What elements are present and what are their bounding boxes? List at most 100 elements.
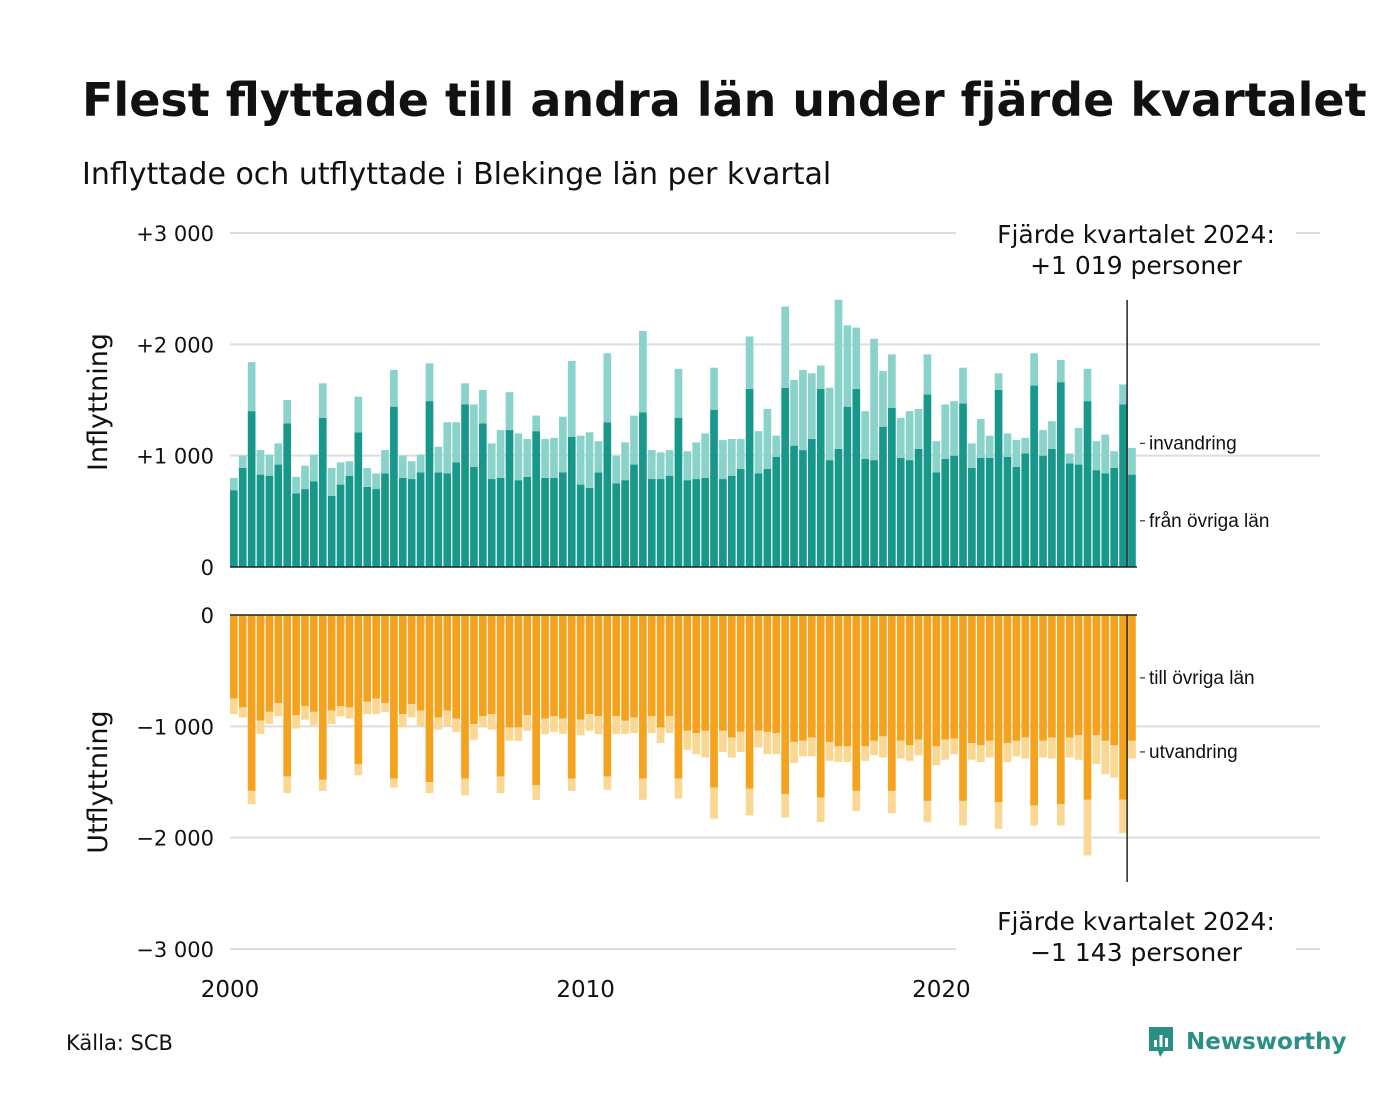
bar-to-other-counties xyxy=(754,615,763,731)
bar-to-other-counties xyxy=(496,615,505,777)
bar-emigration xyxy=(719,730,727,752)
bar-immigration xyxy=(434,446,443,473)
bar-to-other-counties xyxy=(345,615,354,708)
bar-emigration xyxy=(888,790,896,814)
bar-to-other-counties xyxy=(852,615,861,791)
bar-emigration xyxy=(238,707,247,718)
bar-to-other-counties xyxy=(398,615,407,715)
x-tick-labels: 2000 2010 2020 xyxy=(201,977,971,1003)
bar-to-other-counties xyxy=(1110,615,1119,746)
chart-subtitle: Inflyttade och utflyttade i Blekinge län… xyxy=(82,157,832,192)
bar-emigration xyxy=(905,745,914,761)
bar-to-other-counties xyxy=(719,615,727,731)
bar-immigration xyxy=(692,442,701,480)
bar-immigration xyxy=(363,467,372,487)
bar-immigration xyxy=(461,383,469,405)
bar-immigration xyxy=(576,435,585,485)
bar-to-other-counties xyxy=(1092,615,1101,736)
bar-from-other-counties xyxy=(727,475,736,567)
bar-from-other-counties xyxy=(630,464,638,567)
bar-to-other-counties xyxy=(292,615,300,716)
bar-emigration xyxy=(532,785,541,800)
bar-emigration xyxy=(1110,745,1119,778)
bar-emigration xyxy=(879,736,887,758)
bar-emigration xyxy=(514,727,523,741)
bar-emigration xyxy=(745,788,754,816)
bar-immigration xyxy=(710,367,718,411)
bar-immigration xyxy=(318,383,327,418)
bar-to-other-counties xyxy=(390,615,398,779)
y-axis-label-top: Inflyttning xyxy=(83,333,114,471)
y-axis-label-bottom: Utflyttning xyxy=(83,710,114,853)
bar-immigration xyxy=(265,454,274,476)
x-tick-label: 2020 xyxy=(912,977,971,1003)
newsworthy-bar-chart-logo-icon xyxy=(1149,1027,1173,1057)
annotation-top-line2: +1 019 personer xyxy=(1030,251,1243,280)
bar-from-other-counties xyxy=(1030,385,1038,567)
bar-to-other-counties xyxy=(976,615,985,746)
bar-to-other-counties xyxy=(710,615,718,788)
y-tick-label: 0 xyxy=(201,556,214,580)
bar-from-other-counties xyxy=(434,472,443,567)
bar-from-other-counties xyxy=(799,450,807,567)
bar-from-other-counties xyxy=(541,477,549,567)
bar-to-other-counties xyxy=(985,615,994,741)
bar-from-other-counties xyxy=(710,410,718,567)
chart-title: Flest flyttade till andra län under fjär… xyxy=(82,73,1367,127)
bar-to-other-counties xyxy=(532,615,541,786)
bar-to-other-counties xyxy=(914,615,923,740)
bar-immigration xyxy=(781,306,790,388)
bar-immigration xyxy=(541,438,549,478)
bar-to-other-counties xyxy=(950,615,958,739)
bar-from-other-counties xyxy=(941,459,950,567)
bar-from-other-counties xyxy=(781,387,790,567)
bar-from-other-counties xyxy=(283,423,292,567)
series-label-to-other-counties: till övriga län xyxy=(1149,668,1255,689)
bar-from-other-counties xyxy=(372,489,380,567)
bar-from-other-counties xyxy=(745,388,754,567)
bar-emigration xyxy=(461,778,469,796)
bar-immigration xyxy=(274,443,283,465)
bar-emigration xyxy=(452,718,460,732)
bar-immigration xyxy=(487,443,496,480)
bar-emigration xyxy=(639,778,647,800)
bar-immigration xyxy=(843,325,852,407)
bar-immigration xyxy=(914,408,923,449)
bar-emigration xyxy=(354,764,363,776)
bar-to-other-counties xyxy=(994,615,1003,803)
bar-emigration xyxy=(736,731,745,752)
bar-emigration xyxy=(799,740,807,757)
bar-from-other-counties xyxy=(416,472,425,567)
bar-immigration xyxy=(416,454,425,473)
bar-to-other-counties xyxy=(612,615,621,717)
bar-immigration xyxy=(959,367,967,404)
bar-from-other-counties xyxy=(1128,474,1136,567)
bar-from-other-counties xyxy=(470,466,478,567)
bar-immigration xyxy=(594,441,603,473)
bar-immigration xyxy=(1012,440,1021,467)
y-tick-label: −3 000 xyxy=(136,938,214,962)
bar-immigration xyxy=(381,450,389,474)
bar-immigration xyxy=(336,462,345,485)
bar-from-other-counties xyxy=(265,475,274,567)
bar-to-other-counties xyxy=(683,615,692,731)
bar-to-other-counties xyxy=(879,615,887,737)
bar-immigration xyxy=(772,435,781,457)
bar-to-other-counties xyxy=(576,615,585,720)
bar-to-other-counties xyxy=(541,615,549,719)
bar-from-other-counties xyxy=(932,472,941,567)
bar-immigration xyxy=(950,401,958,456)
bar-immigration xyxy=(514,433,523,481)
bar-to-other-counties xyxy=(959,615,967,801)
x-tick-label: 2000 xyxy=(201,977,260,1003)
bar-from-other-counties xyxy=(888,407,896,567)
bar-immigration xyxy=(870,338,878,461)
bar-emigration xyxy=(985,740,994,758)
bar-emigration xyxy=(896,740,905,759)
bar-to-other-counties xyxy=(1065,615,1074,738)
annotation-top-background xyxy=(956,216,1296,282)
bar-from-other-counties xyxy=(523,476,532,567)
bar-immigration xyxy=(372,473,380,490)
bar-emigration xyxy=(247,790,256,805)
bar-to-other-counties xyxy=(354,615,363,765)
